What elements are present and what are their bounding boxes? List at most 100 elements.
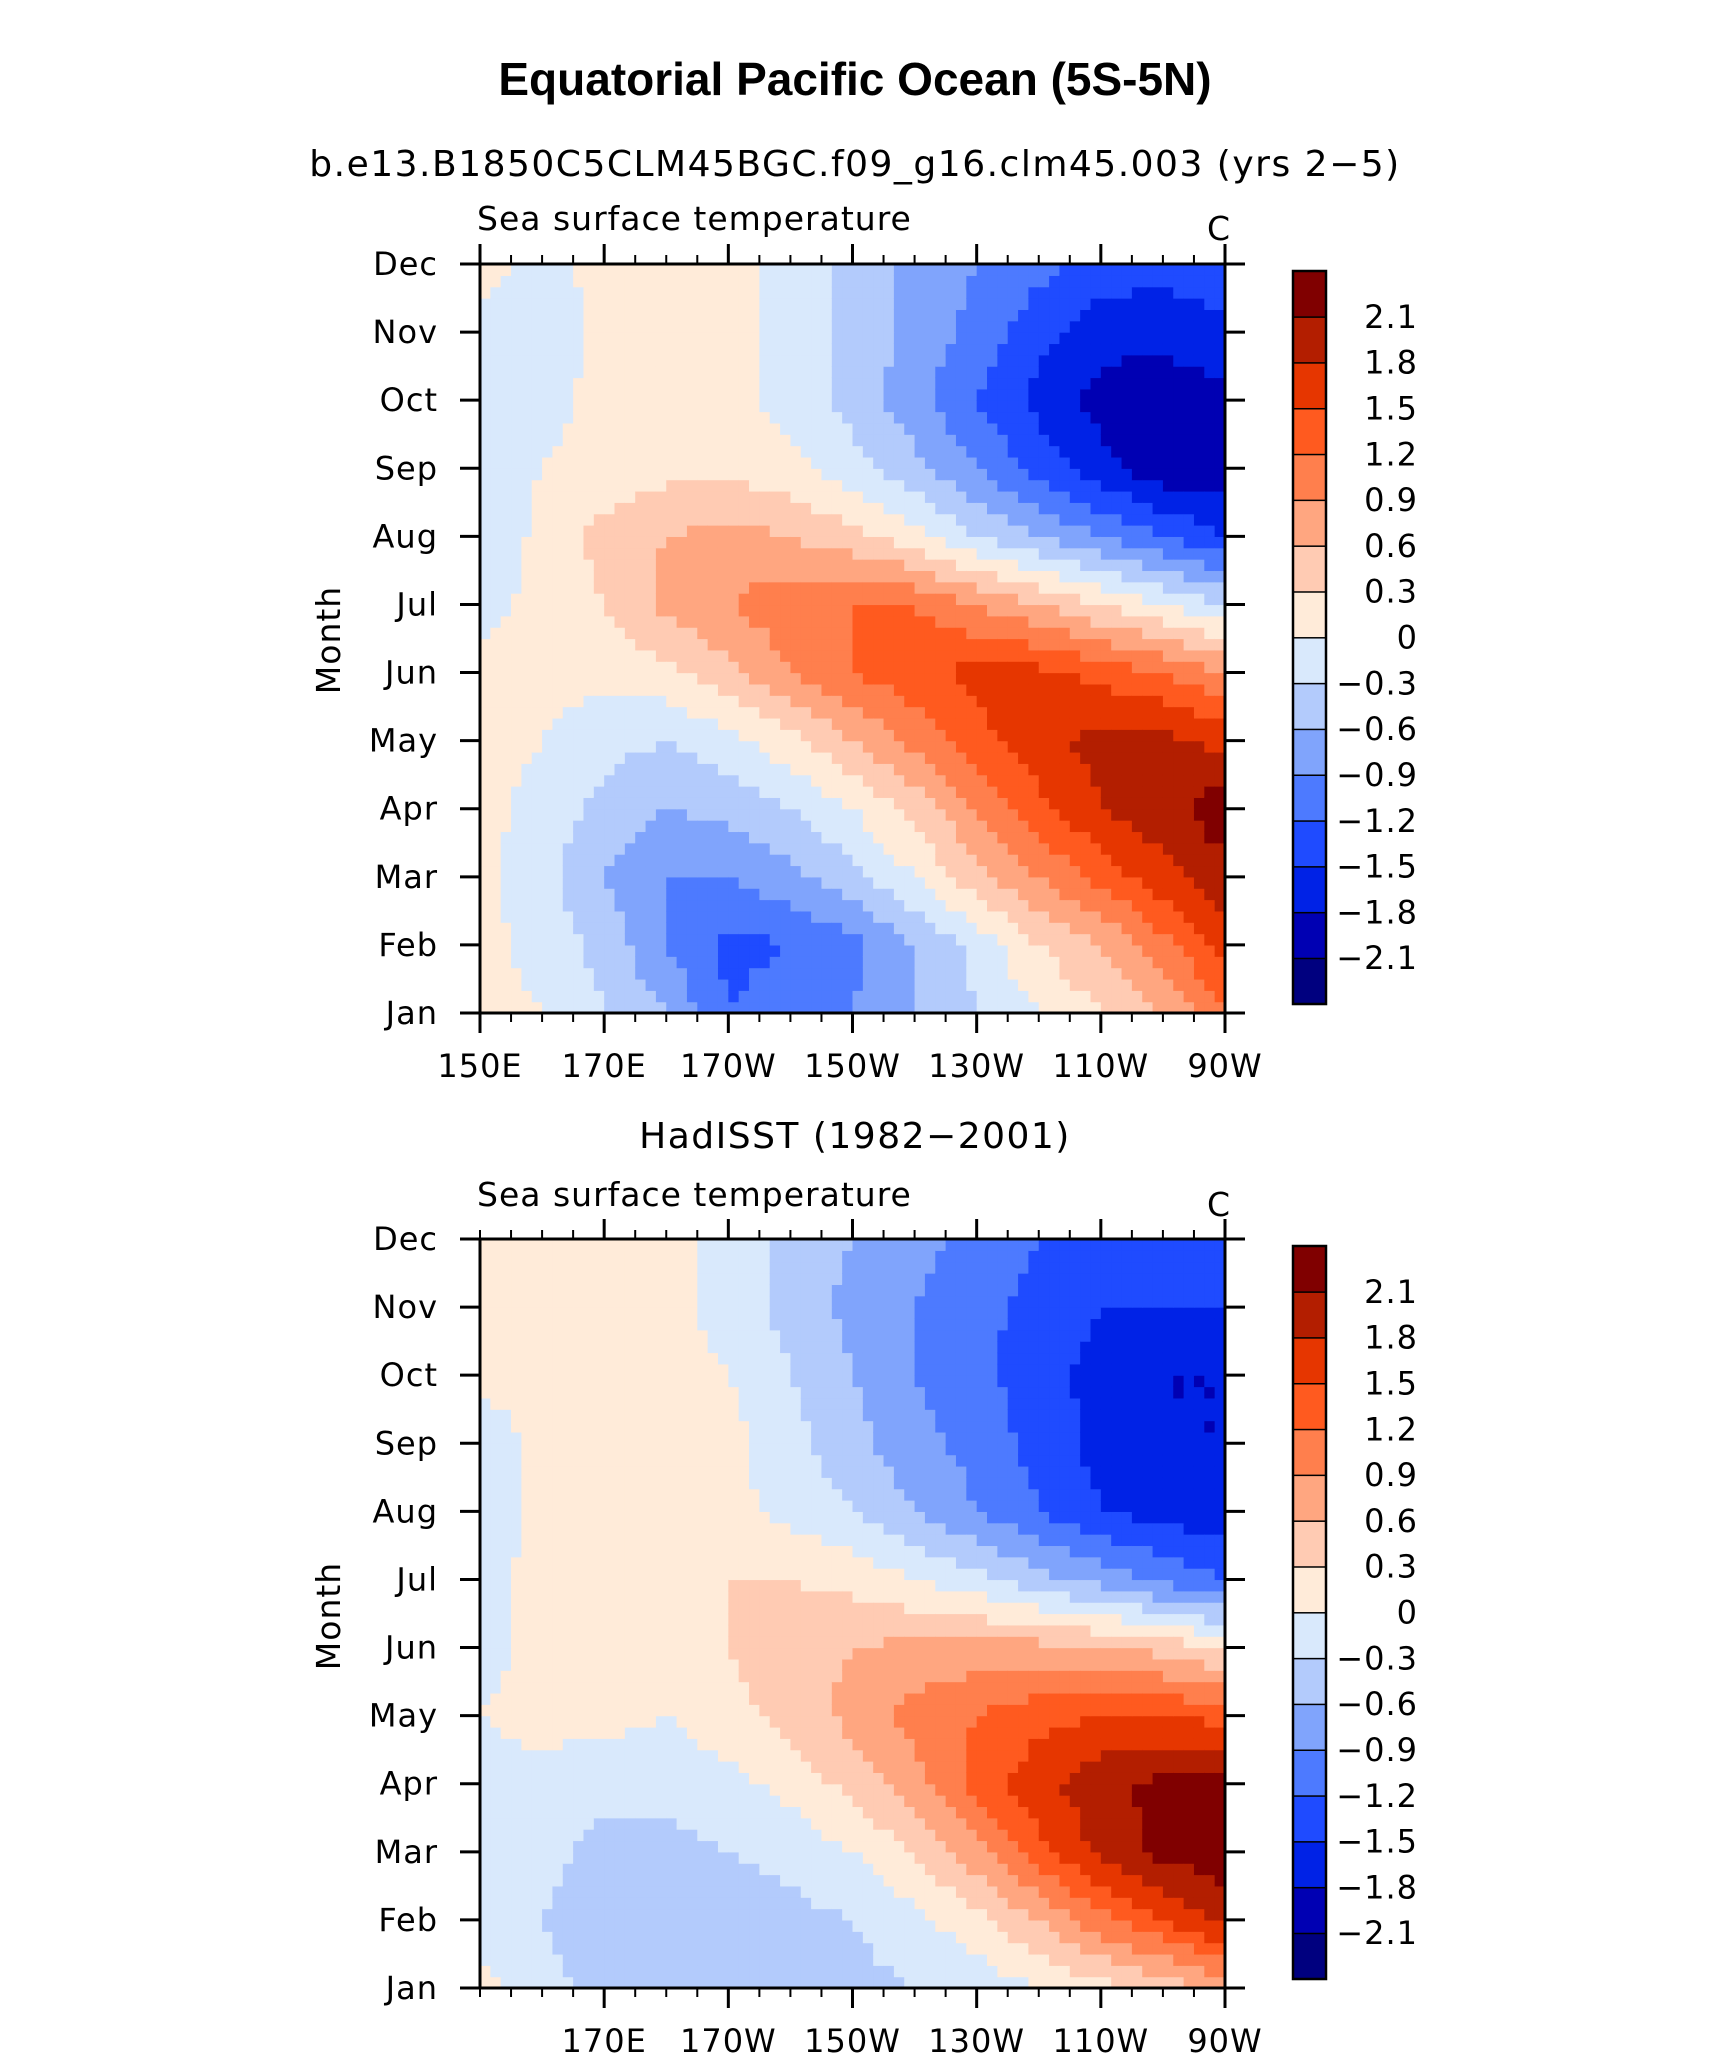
heatmap-cell [604,933,616,946]
heatmap-cell [531,536,543,549]
heatmap-cell [645,468,657,481]
heatmap-cell [893,456,905,469]
heatmap-cell [1028,536,1040,549]
heatmap-cell [935,876,947,889]
heatmap-cell [924,286,936,299]
heatmap-cell [966,298,978,310]
heatmap-cell [480,876,491,889]
heatmap-cell [686,820,698,833]
heatmap-cell [624,593,636,606]
heatmap-cell [542,411,554,424]
heatmap-cell [1111,377,1123,390]
heatmap-cell [749,422,760,435]
heatmap-cell [842,388,854,401]
heatmap-cell [697,570,709,583]
heatmap-cell [1193,298,1205,310]
heatmap-cell [966,808,978,821]
heatmap-cell [997,695,1009,708]
heatmap-cell [1142,865,1154,878]
heatmap-cell [976,1001,988,1014]
heatmap-cell [1142,740,1154,753]
heatmap-cell [686,536,698,549]
heatmap-cell [883,298,895,310]
heatmap-cell [1080,717,1092,730]
heatmap-cell [1183,298,1195,310]
heatmap-cell [728,865,740,878]
heatmap-cell [635,661,647,674]
heatmap-cell [883,388,895,401]
heatmap-cell [842,422,854,435]
heatmap-cell [914,729,926,742]
heatmap-cell [490,888,502,901]
heatmap-cell [531,1931,543,1944]
heatmap-cell [987,820,998,833]
heatmap-cell [542,445,554,458]
heatmap-cell [935,332,947,345]
heatmap-cell [1162,786,1174,798]
heatmap-cell [749,275,760,288]
heatmap-cell [562,978,574,991]
heatmap-cell [531,706,543,719]
heatmap-cell [1059,264,1071,276]
heatmap-cell [697,400,709,413]
heatmap-cell [935,672,947,685]
heatmap-cell [987,445,998,458]
heatmap-cell [831,820,843,833]
heatmap-cell [1142,899,1154,912]
heatmap-cell [821,638,833,651]
heatmap-cell [655,547,667,560]
heatmap-cell [924,559,936,572]
heatmap-cell [542,831,554,844]
heatmap-cell [852,366,864,379]
heatmap-cell [1204,275,1216,288]
heatmap-cell [1080,967,1092,980]
heatmap-cell [1183,422,1195,435]
heatmap-cell [666,627,678,640]
heatmap-cell [562,763,574,776]
heatmap-cell [521,1874,533,1887]
heatmap-cell [904,831,916,844]
heatmap-cell [873,717,885,730]
heatmap-cell [883,320,895,333]
heatmap-cell [593,264,605,276]
heatmap-cell [500,536,512,549]
heatmap-cell [728,445,740,458]
heatmap-cell [728,706,740,719]
heatmap-cell [1173,717,1185,730]
heatmap-cell [521,479,533,492]
heatmap-cell [1152,298,1164,310]
heatmap-cell [976,286,988,299]
heatmap-cell [1193,513,1205,526]
heatmap-cell [676,888,688,901]
heatmap-cell [883,422,895,435]
heatmap-cell [987,309,998,322]
heatmap-cell [759,899,771,912]
heatmap-cell [769,831,781,844]
heatmap-cell [1204,649,1216,662]
heatmap-cell [1193,434,1205,447]
heatmap-cell [811,286,823,299]
heatmap-cell [780,502,792,515]
heatmap-cell [1193,751,1205,764]
heatmap-cell [759,649,771,662]
heatmap-cell [635,978,647,991]
heatmap-cell [904,468,916,481]
heatmap-cell [842,570,854,583]
heatmap-cell [1018,490,1030,503]
heatmap-cell [955,377,967,390]
heatmap-cell [552,922,564,935]
heatmap-cell [1069,468,1081,481]
heatmap-cell [717,933,729,946]
heatmap-cell [935,513,947,526]
heatmap-cell [531,797,543,810]
heatmap-cell [583,649,595,662]
heatmap-cell [676,729,688,742]
heatmap-cell [997,888,1009,901]
heatmap-cell [873,888,885,901]
heatmap-cell [1142,944,1154,957]
heatmap-cell [686,468,698,481]
heatmap-cell [904,422,916,435]
heatmap-cell [811,536,823,549]
heatmap-cell [1111,320,1123,333]
heatmap-cell [976,320,988,333]
